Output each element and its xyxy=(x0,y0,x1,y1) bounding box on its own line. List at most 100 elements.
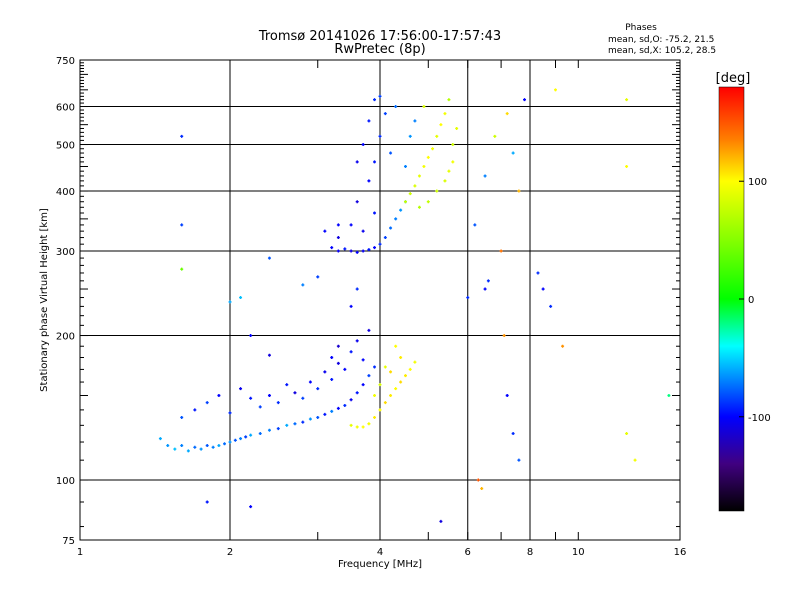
echo-point xyxy=(439,519,443,523)
echo-point xyxy=(517,458,521,462)
x-tick-labels: 1 2 4 6 8 10 16 xyxy=(77,547,687,558)
echo-point xyxy=(367,179,371,183)
echo-point xyxy=(228,411,232,415)
echo-point xyxy=(483,287,487,291)
echo-point xyxy=(355,425,359,429)
echo-point xyxy=(301,283,305,287)
y-tick-label: 500 xyxy=(56,141,75,152)
echo-point xyxy=(403,200,407,204)
echo-point xyxy=(553,88,557,92)
echo-point xyxy=(383,365,387,369)
echo-point xyxy=(258,432,262,436)
echo-point xyxy=(349,350,353,354)
echo-point xyxy=(408,367,412,371)
echo-point xyxy=(389,370,393,374)
echo-point xyxy=(476,478,480,482)
echo-point xyxy=(276,401,280,405)
echo-point xyxy=(473,223,477,227)
colorbar-tick-label: 0 xyxy=(748,295,754,306)
echo-point xyxy=(408,192,412,196)
echo-point xyxy=(367,328,371,332)
echo-point xyxy=(355,339,359,343)
echo-point xyxy=(158,437,162,441)
echo-point xyxy=(336,236,340,240)
echo-point xyxy=(199,447,203,451)
y-tick-label: 75 xyxy=(62,536,75,547)
echo-point xyxy=(233,438,237,442)
echo-point xyxy=(267,353,271,357)
y-tick-label: 300 xyxy=(56,247,75,258)
echo-point xyxy=(378,242,382,246)
y-tick-label: 100 xyxy=(56,476,75,487)
echo-point xyxy=(355,200,359,204)
echo-point xyxy=(336,249,340,253)
echo-point xyxy=(511,151,515,155)
echo-point xyxy=(367,422,371,426)
echo-point xyxy=(408,134,412,138)
echo-point xyxy=(451,160,455,164)
echo-point xyxy=(378,383,382,387)
colorbar-ticks: 100 0 -100 xyxy=(739,177,771,424)
echo-point xyxy=(505,394,509,398)
echo-point xyxy=(361,249,365,253)
echo-point xyxy=(373,211,377,215)
echo-point xyxy=(267,256,271,260)
echo-point xyxy=(258,405,262,409)
echo-point xyxy=(431,147,435,151)
echo-point xyxy=(493,134,497,138)
echo-point xyxy=(336,361,340,365)
echo-point xyxy=(336,344,340,348)
echo-point xyxy=(378,134,382,138)
echo-point xyxy=(308,417,312,421)
echo-point xyxy=(205,500,209,504)
echo-point xyxy=(536,271,540,275)
echo-point xyxy=(349,304,353,308)
echo-point xyxy=(336,223,340,227)
colorbar-label: [deg] xyxy=(716,71,751,86)
echo-point xyxy=(455,126,459,130)
echo-point xyxy=(383,112,387,116)
echo-point xyxy=(399,355,403,359)
grid-lines xyxy=(80,60,680,540)
echo-point xyxy=(330,246,334,250)
echo-point xyxy=(447,98,451,102)
echo-point xyxy=(343,403,347,407)
echo-point xyxy=(443,179,447,183)
echo-point xyxy=(367,374,371,378)
echo-point xyxy=(486,279,490,283)
echo-point xyxy=(378,94,382,98)
echo-point xyxy=(293,422,297,426)
echo-point xyxy=(180,444,184,448)
echo-point xyxy=(505,112,509,116)
echo-point xyxy=(355,391,359,395)
echo-point xyxy=(426,155,430,159)
echo-point xyxy=(316,275,320,279)
echo-point xyxy=(180,134,184,138)
echo-point xyxy=(349,423,353,427)
echo-point xyxy=(244,435,248,439)
echo-point xyxy=(373,365,377,369)
y-tick-label: 400 xyxy=(56,187,75,198)
phases-o-stats: mean, sd,O: -75.2, 21.5 xyxy=(608,35,714,45)
echo-point xyxy=(180,267,184,271)
echo-point xyxy=(413,119,417,123)
echo-point xyxy=(373,415,377,419)
echo-point xyxy=(301,396,305,400)
chart-title: Tromsø 20141026 17:56:00-17:57:43 xyxy=(258,29,501,44)
echo-point xyxy=(383,236,387,240)
echo-point xyxy=(228,300,232,304)
echo-point xyxy=(249,334,253,338)
echo-point xyxy=(517,189,521,193)
echo-point xyxy=(173,447,177,451)
x-tick-label: 1 xyxy=(77,547,83,558)
echo-point xyxy=(394,217,398,221)
y-tick-label: 200 xyxy=(56,332,75,343)
echo-point xyxy=(239,296,243,300)
phases-x-stats: mean, sd,X: 105.2, 28.5 xyxy=(608,46,716,56)
echo-point xyxy=(667,394,671,398)
echo-point xyxy=(417,205,421,209)
chart-subtitle: RwPretec (8p) xyxy=(334,42,425,57)
echo-point xyxy=(466,296,470,300)
echo-point xyxy=(267,394,271,398)
